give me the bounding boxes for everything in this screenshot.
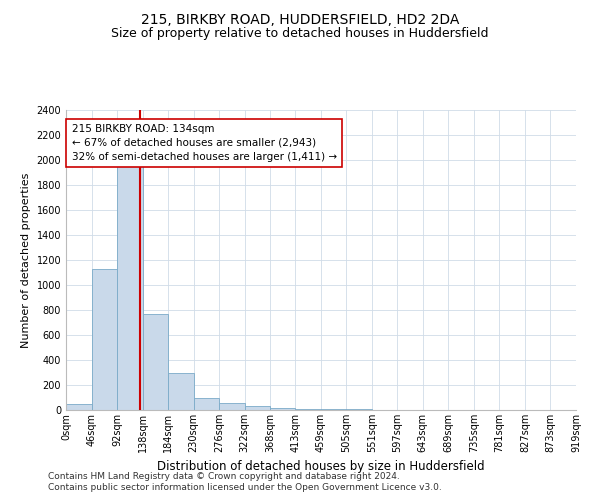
Bar: [143, 314, 168, 410]
Bar: [270, 408, 295, 410]
Bar: [295, 409, 321, 410]
Bar: [117, 166, 143, 410]
Text: 215, BIRKBY ROAD, HUDDERSFIELD, HD2 2DA: 215, BIRKBY ROAD, HUDDERSFIELD, HD2 2DA: [141, 12, 459, 26]
Text: Contains public sector information licensed under the Open Government Licence v3: Contains public sector information licen…: [48, 484, 442, 492]
Bar: [66, 404, 92, 410]
Bar: [168, 373, 194, 410]
Y-axis label: Number of detached properties: Number of detached properties: [21, 172, 31, 348]
Bar: [92, 269, 117, 410]
Text: 215 BIRKBY ROAD: 134sqm
← 67% of detached houses are smaller (2,943)
32% of semi: 215 BIRKBY ROAD: 134sqm ← 67% of detache…: [71, 124, 337, 162]
X-axis label: Distribution of detached houses by size in Huddersfield: Distribution of detached houses by size …: [157, 460, 485, 473]
Bar: [194, 398, 219, 410]
Text: Size of property relative to detached houses in Huddersfield: Size of property relative to detached ho…: [111, 28, 489, 40]
Bar: [321, 409, 346, 410]
Bar: [245, 406, 270, 410]
Bar: [219, 403, 245, 410]
Text: Contains HM Land Registry data © Crown copyright and database right 2024.: Contains HM Land Registry data © Crown c…: [48, 472, 400, 481]
